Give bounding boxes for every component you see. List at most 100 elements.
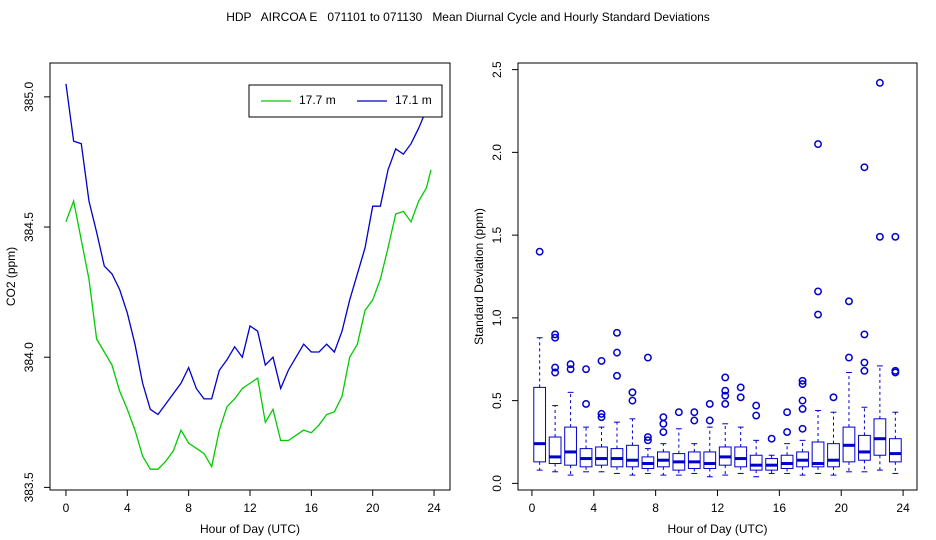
outlier xyxy=(597,409,606,418)
box xyxy=(749,454,763,471)
outlier xyxy=(783,428,792,437)
x-tick-label: 4 xyxy=(590,501,597,515)
outlier xyxy=(690,416,699,425)
x-tick-label: 0 xyxy=(63,501,70,515)
outlier xyxy=(643,436,652,445)
outlier xyxy=(690,408,699,417)
outlier xyxy=(860,366,869,375)
outlier xyxy=(597,356,606,365)
outlier xyxy=(705,416,714,425)
outlier xyxy=(566,360,575,369)
y-tick-label: 385.0 xyxy=(22,82,36,112)
outlier xyxy=(752,411,761,420)
outlier xyxy=(798,424,807,433)
outlier xyxy=(721,386,730,395)
outlier xyxy=(721,399,730,408)
outlier xyxy=(798,380,807,389)
box xyxy=(548,436,562,465)
y-tick-label: 1.5 xyxy=(490,226,504,243)
outlier xyxy=(860,330,869,339)
x-tick-label: 20 xyxy=(366,501,380,515)
x-axis-label: Hour of Day (UTC) xyxy=(200,522,300,536)
box xyxy=(703,451,717,469)
y-tick-label: 384.5 xyxy=(22,212,36,242)
outlier xyxy=(767,434,776,443)
y-tick-label: 1.0 xyxy=(490,309,504,326)
outlier xyxy=(628,396,637,405)
outlier xyxy=(798,376,807,385)
y-axis-label: Standard Deviation (ppm) xyxy=(472,208,486,345)
x-tick-label: 24 xyxy=(896,501,910,515)
box xyxy=(595,446,608,466)
outlier xyxy=(860,358,869,367)
box xyxy=(888,438,902,463)
outlier xyxy=(891,232,900,241)
outlier xyxy=(814,287,822,296)
line-series xyxy=(65,83,432,416)
x-tick-label: 8 xyxy=(652,501,659,515)
outlier xyxy=(860,163,869,172)
outlier xyxy=(643,353,652,362)
outlier xyxy=(613,328,621,337)
outlier xyxy=(875,232,884,241)
box xyxy=(873,418,887,456)
box xyxy=(811,441,825,468)
outlier xyxy=(659,428,668,437)
outlier xyxy=(752,401,761,410)
outlier xyxy=(582,365,590,374)
outlier xyxy=(597,413,606,422)
y-tick-label: 2.0 xyxy=(490,144,504,161)
chart-title: HDP AIRCOA E 071101 to 071130 Mean Diurn… xyxy=(226,10,710,24)
outlier xyxy=(845,353,853,362)
x-tick-label: 24 xyxy=(427,501,441,515)
outlier xyxy=(829,393,838,402)
x-tick-label: 0 xyxy=(529,501,536,515)
outlier xyxy=(674,408,683,417)
outlier xyxy=(613,371,621,380)
outlier xyxy=(875,78,884,87)
outlier xyxy=(705,399,714,408)
y-axis-label: CO2 (ppm) xyxy=(4,247,18,306)
outlier xyxy=(643,433,652,441)
outlier xyxy=(721,391,730,400)
x-tick-label: 12 xyxy=(711,501,725,515)
y-tick-label: 0.5 xyxy=(490,392,504,409)
box xyxy=(533,386,547,463)
outlier xyxy=(566,365,575,374)
line-series xyxy=(65,169,432,470)
x-tick-label: 4 xyxy=(124,501,131,515)
box xyxy=(626,444,639,468)
x-tick-label: 12 xyxy=(243,501,257,515)
outlier xyxy=(721,373,730,382)
x-tick-label: 16 xyxy=(773,501,787,515)
box xyxy=(564,426,577,466)
legend-label: 17.1 m xyxy=(395,93,432,107)
outlier xyxy=(551,330,560,339)
box xyxy=(734,446,748,468)
outlier xyxy=(798,396,807,405)
y-tick-label: 384.0 xyxy=(22,342,36,372)
outlier xyxy=(814,140,822,149)
legend-label: 17.7 m xyxy=(299,93,336,107)
outlier xyxy=(736,393,745,402)
outlier xyxy=(891,366,900,375)
outlier xyxy=(798,404,807,413)
plot-frame xyxy=(49,62,451,491)
outlier xyxy=(628,388,637,397)
y-tick-label: 2.5 xyxy=(490,61,504,78)
x-axis-label: Hour of Day (UTC) xyxy=(667,522,767,536)
outlier xyxy=(845,297,853,306)
outlier xyxy=(659,419,668,428)
x-tick-label: 20 xyxy=(835,501,849,515)
plot-frame xyxy=(517,62,918,491)
outlier xyxy=(736,383,745,392)
box xyxy=(827,443,840,468)
outlier xyxy=(613,348,621,357)
box xyxy=(687,451,701,469)
outlier xyxy=(659,413,668,422)
outlier xyxy=(551,363,560,372)
outlier xyxy=(535,247,544,256)
y-tick-label: 383.5 xyxy=(22,472,36,502)
y-tick-label: 0.0 xyxy=(490,475,504,492)
